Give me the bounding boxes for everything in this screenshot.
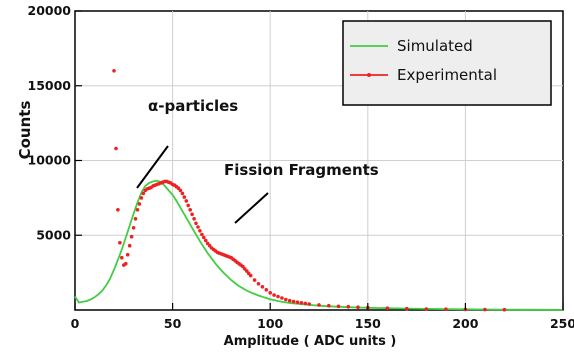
experimental-point <box>295 300 300 305</box>
experimental-point <box>186 203 190 208</box>
annotation-alpha: α-particles <box>136 97 238 189</box>
annotation-fission-line <box>234 192 269 224</box>
experimental-point <box>287 298 292 303</box>
experimental-point <box>204 238 208 243</box>
legend-experimental-label: Experimental <box>397 66 497 84</box>
experimental-point <box>129 234 134 239</box>
legend-experimental-marker <box>367 73 371 77</box>
y-tick-label: 10000 <box>28 153 72 168</box>
experimental-point <box>327 303 331 308</box>
experimental-point <box>198 229 202 233</box>
experimental-point <box>264 288 269 292</box>
x-tick-label: 200 <box>452 316 478 331</box>
experimental-point <box>192 217 196 221</box>
experimental-point <box>184 199 189 203</box>
experimental-point <box>303 301 308 306</box>
y-tick-label: 20000 <box>28 3 72 18</box>
experimental-point <box>182 195 187 199</box>
experimental-point <box>124 261 128 266</box>
experimental-point <box>190 212 194 217</box>
experimental-point <box>202 235 206 240</box>
experimental-point <box>125 252 130 257</box>
experimental-point <box>196 225 200 229</box>
legend-box <box>342 20 552 106</box>
experimental-point <box>118 240 122 245</box>
experimental-point <box>131 226 136 230</box>
experimental-point <box>120 255 124 260</box>
experimental-point <box>112 69 116 73</box>
experimental-point <box>127 243 132 248</box>
y-axis-title: Counts <box>16 101 34 160</box>
experimental-point <box>299 301 304 305</box>
experimental-point <box>346 304 351 309</box>
x-tick-label: 250 <box>550 316 574 331</box>
annotation-alpha-label: α-particles <box>148 97 238 115</box>
experimental-point <box>502 307 507 312</box>
y-tick-label: 15000 <box>28 78 72 93</box>
experimental-point <box>260 285 265 289</box>
y-tick-label: 5000 <box>36 227 71 242</box>
experimental-point <box>276 294 280 299</box>
x-tick-label: 150 <box>355 316 381 331</box>
experimental-point <box>385 306 390 311</box>
experimental-point <box>280 296 284 300</box>
experimental-point <box>188 208 192 212</box>
experimental-point <box>180 191 185 196</box>
experimental-point <box>317 303 321 307</box>
experimental-point <box>268 291 273 295</box>
annotation-fission: Fission Fragments <box>224 161 379 224</box>
experimental-point <box>307 302 312 306</box>
experimental-point <box>133 217 138 221</box>
experimental-point <box>141 191 146 196</box>
experimental-point <box>405 306 409 311</box>
series-layer <box>74 69 564 312</box>
experimental-point <box>356 305 360 310</box>
x-axis-title: Amplitude ( ADC units ) <box>224 334 397 349</box>
experimental-point <box>137 202 142 206</box>
experimental-point <box>483 307 487 312</box>
experimental-point <box>139 196 144 200</box>
legend: Simulated Experimental <box>342 20 552 106</box>
experimental-point <box>336 304 341 309</box>
experimental-point <box>256 282 261 286</box>
experimental-point <box>252 278 257 282</box>
legend-simulated-label: Simulated <box>397 37 473 55</box>
experimental-point <box>135 208 140 212</box>
experimental-point <box>444 307 448 312</box>
experimental-point <box>272 293 276 297</box>
experimental-point <box>200 232 204 237</box>
experimental-point <box>248 273 253 278</box>
x-tick-label: 100 <box>257 316 283 331</box>
experimental-point <box>194 221 198 226</box>
x-tick-label: 50 <box>164 316 182 331</box>
ticks: 0 50 100 150 200 250 5000 10000 15000 20000 <box>28 3 574 331</box>
experimental-point <box>178 188 183 193</box>
annotation-fission-label: Fission Fragments <box>224 161 379 179</box>
experimental-point <box>284 297 288 302</box>
experimental-point <box>291 299 296 304</box>
experimental-point <box>116 208 120 212</box>
experimental-point <box>424 307 429 311</box>
simulated-line <box>74 179 564 311</box>
experimental-point <box>114 146 118 151</box>
x-tick-label: 0 <box>71 316 80 331</box>
annotation-alpha-line <box>136 145 169 189</box>
